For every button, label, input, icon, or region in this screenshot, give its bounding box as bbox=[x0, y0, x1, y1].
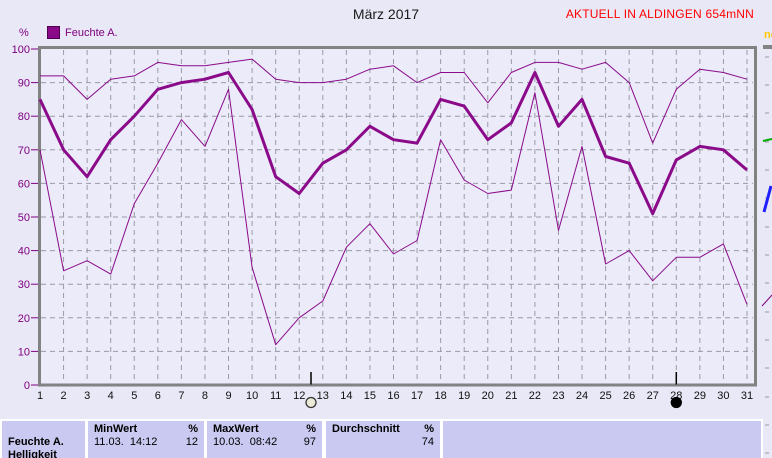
x-axis-label: 20 bbox=[482, 390, 494, 402]
x-axis-label: 26 bbox=[623, 390, 635, 402]
x-axis-label: 27 bbox=[647, 390, 659, 402]
x-axis-label: 17 bbox=[411, 390, 423, 402]
max-unit: % bbox=[306, 423, 316, 435]
next-row-label: Helligkeit bbox=[8, 449, 57, 458]
min-value-row: 11.03. 14:12 12 bbox=[94, 436, 198, 449]
y-axis-unit-label: % bbox=[19, 27, 29, 39]
max-value: 97 bbox=[303, 436, 316, 448]
x-axis-label: 1 bbox=[37, 390, 43, 402]
x-axis-label: 5 bbox=[131, 390, 137, 402]
avg-value-row: 74 bbox=[332, 436, 434, 449]
x-axis-label: 23 bbox=[552, 390, 564, 402]
chart-title: März 2017 bbox=[352, 6, 420, 22]
x-axis-label: 21 bbox=[505, 390, 517, 402]
x-axis-label: 22 bbox=[529, 390, 541, 402]
x-axis-label: 2 bbox=[61, 390, 67, 402]
x-axis-label: 16 bbox=[387, 390, 399, 402]
table-max-cell: MaxWert % 10.03. 08:42 97 bbox=[207, 421, 322, 458]
avg-header: Durchschnitt bbox=[332, 423, 400, 435]
min-datetime: 11.03. 14:12 bbox=[94, 436, 158, 448]
x-axis-label: 3 bbox=[84, 390, 90, 402]
y-axis-label: 40 bbox=[18, 246, 30, 258]
y-axis-label: 30 bbox=[18, 279, 30, 291]
table-row-label-cell: Feuchte A. Helligkeit bbox=[2, 421, 85, 458]
max-value-row: 10.03. 08:42 97 bbox=[213, 436, 316, 449]
x-axis-label: 6 bbox=[155, 390, 161, 402]
x-axis-label: 31 bbox=[741, 390, 753, 402]
max-datetime: 10.03. 08:42 bbox=[213, 436, 278, 448]
avg-unit: % bbox=[424, 423, 434, 435]
x-axis-label: 13 bbox=[317, 390, 329, 402]
station-status-text: AKTUELL IN ALDINGEN 654mNN bbox=[565, 7, 754, 21]
moon-marker-filled-icon bbox=[670, 396, 682, 409]
row-label: Feuchte A. bbox=[8, 436, 64, 448]
x-axis-label: 4 bbox=[108, 390, 114, 402]
x-axis-label: 12 bbox=[293, 390, 305, 402]
max-header-row: MaxWert % bbox=[213, 423, 316, 436]
spacer-row bbox=[8, 423, 79, 436]
table-min-cell: MinWert % 11.03. 14:12 12 bbox=[88, 421, 204, 458]
y-axis-label: 10 bbox=[18, 346, 30, 358]
x-axis-label: 18 bbox=[435, 390, 447, 402]
blue-line-fragment bbox=[762, 185, 772, 213]
x-axis-label: 10 bbox=[246, 390, 258, 402]
adjacent-panel-text-fragment: ne bbox=[764, 29, 772, 41]
green-line-fragment bbox=[762, 138, 772, 142]
feuchte-a-mittelwert-line bbox=[38, 71, 748, 216]
y-axis-label: 100 bbox=[12, 44, 30, 56]
plot-area bbox=[38, 46, 757, 387]
x-axis-label: 9 bbox=[225, 390, 231, 402]
min-header: MinWert bbox=[94, 423, 138, 435]
summary-table: Feuchte A. Helligkeit MinWert % 11.03. 1… bbox=[0, 419, 763, 458]
x-axis-label: 25 bbox=[599, 390, 611, 402]
y-axis-label: 90 bbox=[18, 78, 30, 90]
min-unit: % bbox=[188, 423, 198, 435]
y-axis-label: 0 bbox=[24, 380, 30, 392]
x-axis-label: 8 bbox=[202, 390, 208, 402]
x-axis-label: 11 bbox=[270, 390, 281, 402]
table-avg-cell: Durchschnitt % 74 bbox=[326, 421, 440, 458]
table-empty-cell bbox=[443, 421, 761, 458]
moon-marker-open-icon bbox=[305, 396, 317, 409]
max-header: MaxWert bbox=[213, 423, 259, 435]
x-axis-label: 24 bbox=[576, 390, 588, 402]
y-axis-label: 60 bbox=[18, 178, 30, 190]
x-axis-label: 7 bbox=[178, 390, 184, 402]
tagesmaximum-line bbox=[40, 58, 748, 144]
y-axis-label: 80 bbox=[18, 111, 30, 123]
y-axis-label: 70 bbox=[18, 145, 30, 157]
x-axis-label: 19 bbox=[458, 390, 470, 402]
min-header-row: MinWert % bbox=[94, 423, 198, 436]
min-value: 12 bbox=[185, 436, 198, 448]
legend-label: Feuchte A. bbox=[65, 26, 118, 39]
y-axis-label: 50 bbox=[18, 212, 30, 224]
legend-swatch-icon bbox=[47, 26, 60, 39]
x-axis-label: 15 bbox=[364, 390, 376, 402]
avg-header-row: Durchschnitt % bbox=[332, 423, 434, 436]
purple-line-fragment bbox=[761, 294, 772, 307]
y-axis-label: 20 bbox=[18, 313, 30, 325]
avg-value: 74 bbox=[421, 436, 434, 448]
x-axis-label: 29 bbox=[694, 390, 706, 402]
x-axis-label: 14 bbox=[340, 390, 352, 402]
legend: Feuchte A. bbox=[47, 26, 118, 39]
adjacent-panel-axis bbox=[763, 45, 772, 49]
x-axis-label: 30 bbox=[717, 390, 729, 402]
tagesminimum-line bbox=[39, 88, 748, 346]
